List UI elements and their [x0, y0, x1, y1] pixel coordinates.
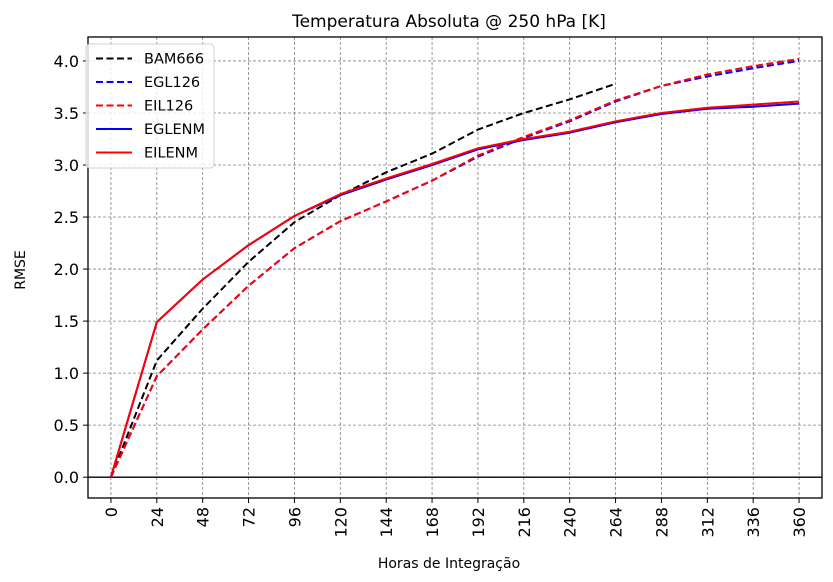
series-line-eil126: [109, 57, 800, 478]
x-tick-label: 48: [194, 507, 213, 527]
y-tick-label: 0.5: [54, 416, 79, 435]
y-tick-label: 2.0: [54, 260, 79, 279]
legend-label-eglenm: EGLENM: [144, 122, 205, 138]
x-tick-label: 336: [744, 507, 763, 538]
x-tick-label: 312: [698, 507, 717, 538]
x-tick-label: 264: [607, 507, 626, 538]
x-tick-label: 24: [148, 507, 167, 527]
x-axis-ticks: 0 24 48 72 96 120 144 168 192 216 240 264 288 312 336 3…: [102, 498, 809, 538]
x-tick-label: 240: [561, 507, 580, 538]
legend-label-egl126: EGL126: [144, 75, 200, 91]
x-tick-label: 192: [469, 507, 488, 538]
series-line-bam666: [109, 82, 616, 478]
legend-label-eilenm: EILENM: [144, 146, 198, 162]
x-tick-label: 360: [790, 507, 809, 538]
legend-box: [85, 43, 215, 169]
x-tick-label: 168: [423, 507, 442, 538]
x-tick-label: 96: [285, 507, 304, 527]
x-tick-label: 144: [377, 507, 396, 538]
y-tick-label: 3.0: [54, 156, 79, 175]
y-tick-label: 4.0: [54, 52, 79, 71]
legend: BAM666 EGL126 EIL126 EGLENM EILENM: [85, 43, 215, 169]
y-axis-ticks: 0.0 0.5 1.0 1.5 2.0 2.5 3.0 3.5 4.0: [54, 52, 88, 487]
y-axis-label: RMSE: [13, 250, 29, 290]
x-tick-label: 120: [331, 507, 350, 538]
x-tick-label: 216: [515, 507, 534, 538]
y-tick-label: 1.0: [54, 364, 79, 383]
x-tick-label: 288: [652, 507, 671, 538]
legend-label-eil126: EIL126: [144, 99, 193, 115]
y-tick-label: 3.5: [54, 104, 79, 123]
plot-frame: [87, 36, 823, 499]
y-tick-label: 2.5: [54, 208, 79, 227]
x-tick-label: 0: [102, 507, 121, 517]
series-line-eilenm: [109, 100, 800, 478]
legend-label-bam666: BAM666: [144, 52, 204, 68]
x-tick-label: 72: [240, 507, 259, 527]
series-lines: [109, 57, 800, 478]
x-axis-label: Horas de Integração: [378, 556, 520, 572]
chart-title: Temperatura Absoluta @ 250 hPa [K]: [291, 12, 606, 32]
y-tick-label: 1.5: [54, 312, 79, 331]
y-tick-label: 0.0: [54, 468, 79, 487]
